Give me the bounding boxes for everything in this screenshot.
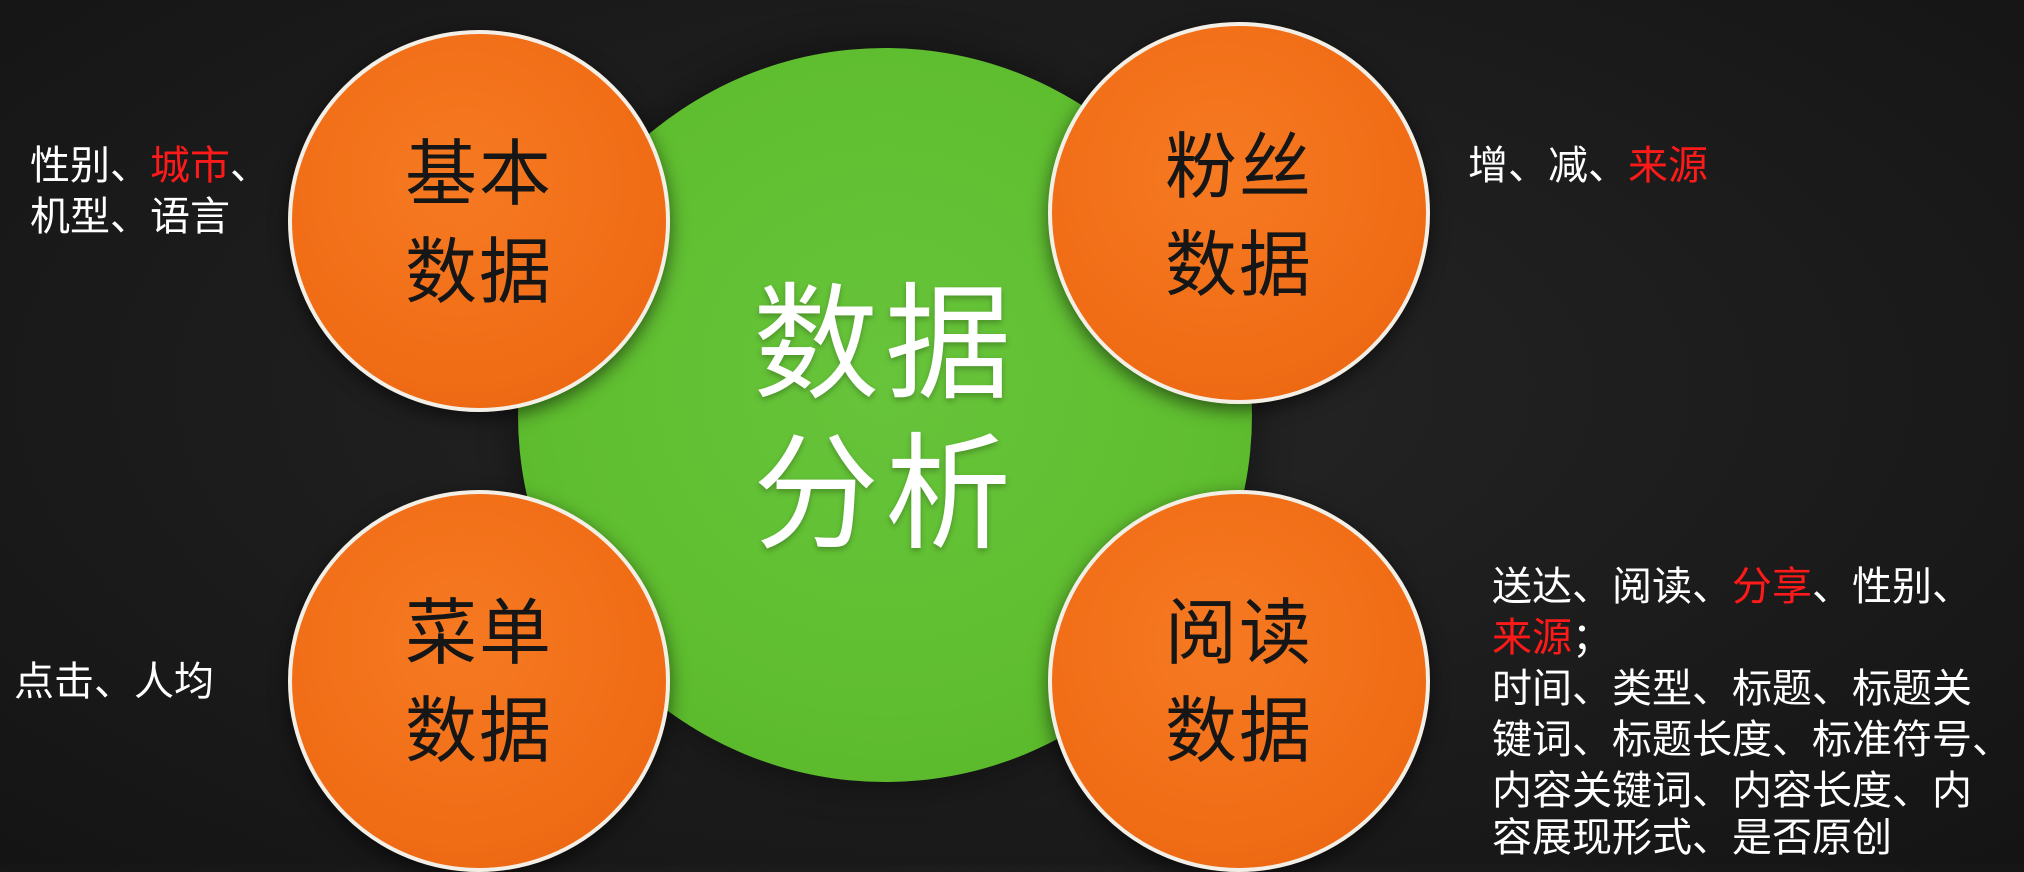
annotation-basic-line2: 机型、语言 [30,194,230,240]
node-reading-data: 阅读 数据 [1048,490,1430,872]
node-basic-data-label: 基本 数据 [404,132,553,314]
node-menu-data: 菜单 数据 [288,490,670,872]
annotation-reading-line5: 内容关键词、内容长度、内 [1492,768,1972,814]
node-fans-data: 粉丝 数据 [1048,22,1430,404]
node-reading-data-label: 阅读 数据 [1164,591,1313,773]
annotation-reading-line2: 来源； [1492,615,1612,661]
annotation-reading-line3: 时间、类型、标题、标题关 [1492,666,1972,712]
node-menu-data-label: 菜单 数据 [404,591,553,773]
annotation-menu: 点击、人均 [14,659,214,705]
annotation-fans: 增、减、来源 [1468,143,1708,189]
node-fans-data-label: 粉丝 数据 [1164,125,1313,307]
center-label: 数据 分析 [753,271,1017,568]
node-basic-data: 基本 数据 [288,30,670,412]
annotation-basic-line1: 性别、城市、 [30,143,270,189]
annotation-reading-line1: 送达、阅读、分享、性别、 [1492,564,1972,610]
annotation-reading-line4: 键词、标题长度、标准符号、 [1492,717,2012,763]
annotation-reading-line6: 容展现形式、是否原创 [1492,815,1892,861]
